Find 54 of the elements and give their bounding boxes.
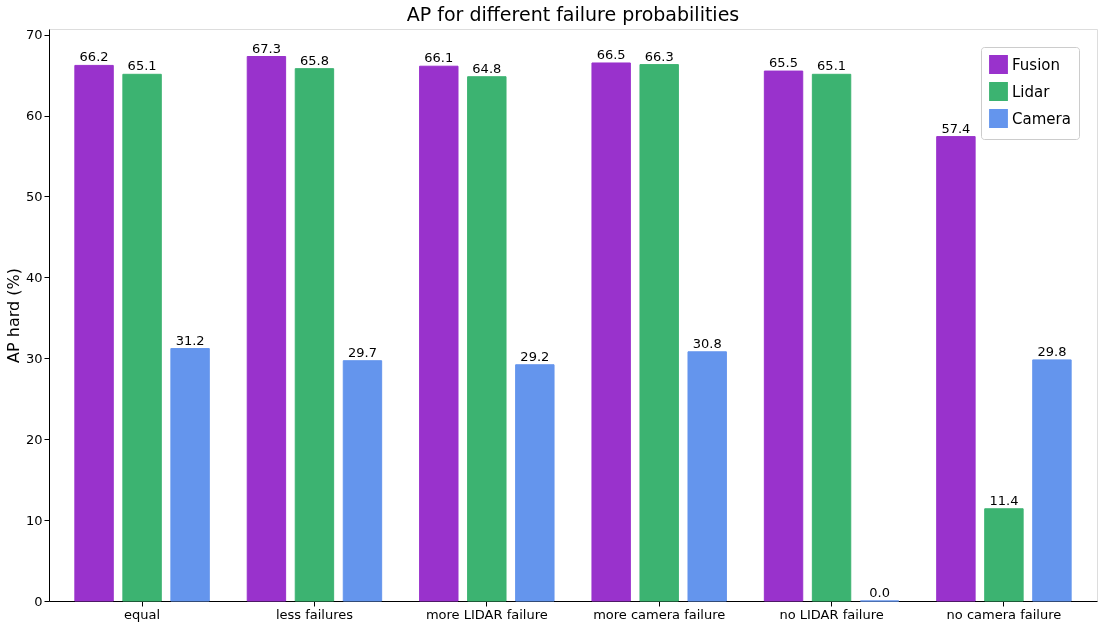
x-tick-label: no LIDAR failure bbox=[779, 606, 884, 622]
bar bbox=[515, 364, 555, 602]
data-label: 29.2 bbox=[520, 348, 550, 364]
data-label: 65.8 bbox=[299, 52, 329, 68]
y-tick-label: 50 bbox=[25, 188, 43, 204]
data-label: 66.1 bbox=[424, 50, 454, 66]
y-tick-label: 70 bbox=[25, 27, 43, 43]
data-label: 66.2 bbox=[79, 49, 109, 65]
bar bbox=[294, 68, 335, 602]
data-label: 29.8 bbox=[1037, 343, 1067, 359]
data-label: 65.1 bbox=[817, 58, 847, 74]
bar bbox=[1032, 359, 1072, 602]
y-tick-label: 60 bbox=[25, 108, 43, 124]
x-tick-label: more LIDAR failure bbox=[425, 606, 548, 622]
data-label: 31.2 bbox=[175, 332, 205, 348]
legend-label: Camera bbox=[1012, 109, 1071, 128]
bar bbox=[984, 508, 1024, 602]
data-label: 0.0 bbox=[869, 585, 890, 600]
x-tick-label: no camera failure bbox=[946, 606, 1062, 622]
bar bbox=[122, 73, 162, 602]
data-label: 64.8 bbox=[472, 60, 502, 76]
bar bbox=[246, 56, 287, 602]
bar bbox=[811, 73, 852, 602]
bar bbox=[936, 136, 976, 602]
data-label: 11.4 bbox=[989, 492, 1019, 508]
data-label: 65.1 bbox=[127, 58, 157, 74]
x-tick-label: less failures bbox=[275, 606, 354, 622]
y-tick-label: 30 bbox=[25, 350, 43, 366]
bar bbox=[687, 351, 727, 602]
legend-label: Fusion bbox=[1012, 55, 1060, 74]
data-label: 65.5 bbox=[769, 55, 799, 71]
data-label: 30.8 bbox=[692, 335, 722, 351]
bar bbox=[763, 70, 804, 602]
x-tick-label: equal bbox=[124, 606, 161, 622]
legend-label: Lidar bbox=[1012, 82, 1051, 101]
bar bbox=[170, 348, 210, 602]
data-label: 66.3 bbox=[644, 48, 674, 64]
y-tick-label: 40 bbox=[25, 269, 43, 285]
data-label: 66.5 bbox=[596, 46, 626, 62]
data-label: 57.4 bbox=[941, 120, 971, 136]
y-axis-title: AP hard (%) bbox=[3, 268, 23, 363]
bar bbox=[591, 62, 631, 602]
data-label: 29.7 bbox=[347, 344, 377, 360]
y-tick-label: 20 bbox=[25, 431, 43, 447]
bar bbox=[467, 76, 507, 602]
x-tick-label: more camera failure bbox=[593, 606, 726, 622]
y-tick-label: 0 bbox=[34, 593, 43, 609]
data-label: 67.3 bbox=[251, 40, 281, 56]
bar bbox=[342, 360, 383, 602]
bar bbox=[419, 65, 459, 602]
bar bbox=[74, 64, 114, 602]
bar bbox=[639, 64, 679, 602]
y-tick-label: 10 bbox=[25, 512, 43, 528]
chart-title: AP for different failure probabilities bbox=[406, 2, 740, 25]
